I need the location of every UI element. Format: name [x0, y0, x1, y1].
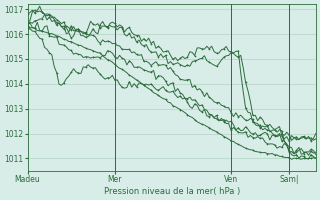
X-axis label: Pression niveau de la mer( hPa ): Pression niveau de la mer( hPa ) [104, 187, 240, 196]
